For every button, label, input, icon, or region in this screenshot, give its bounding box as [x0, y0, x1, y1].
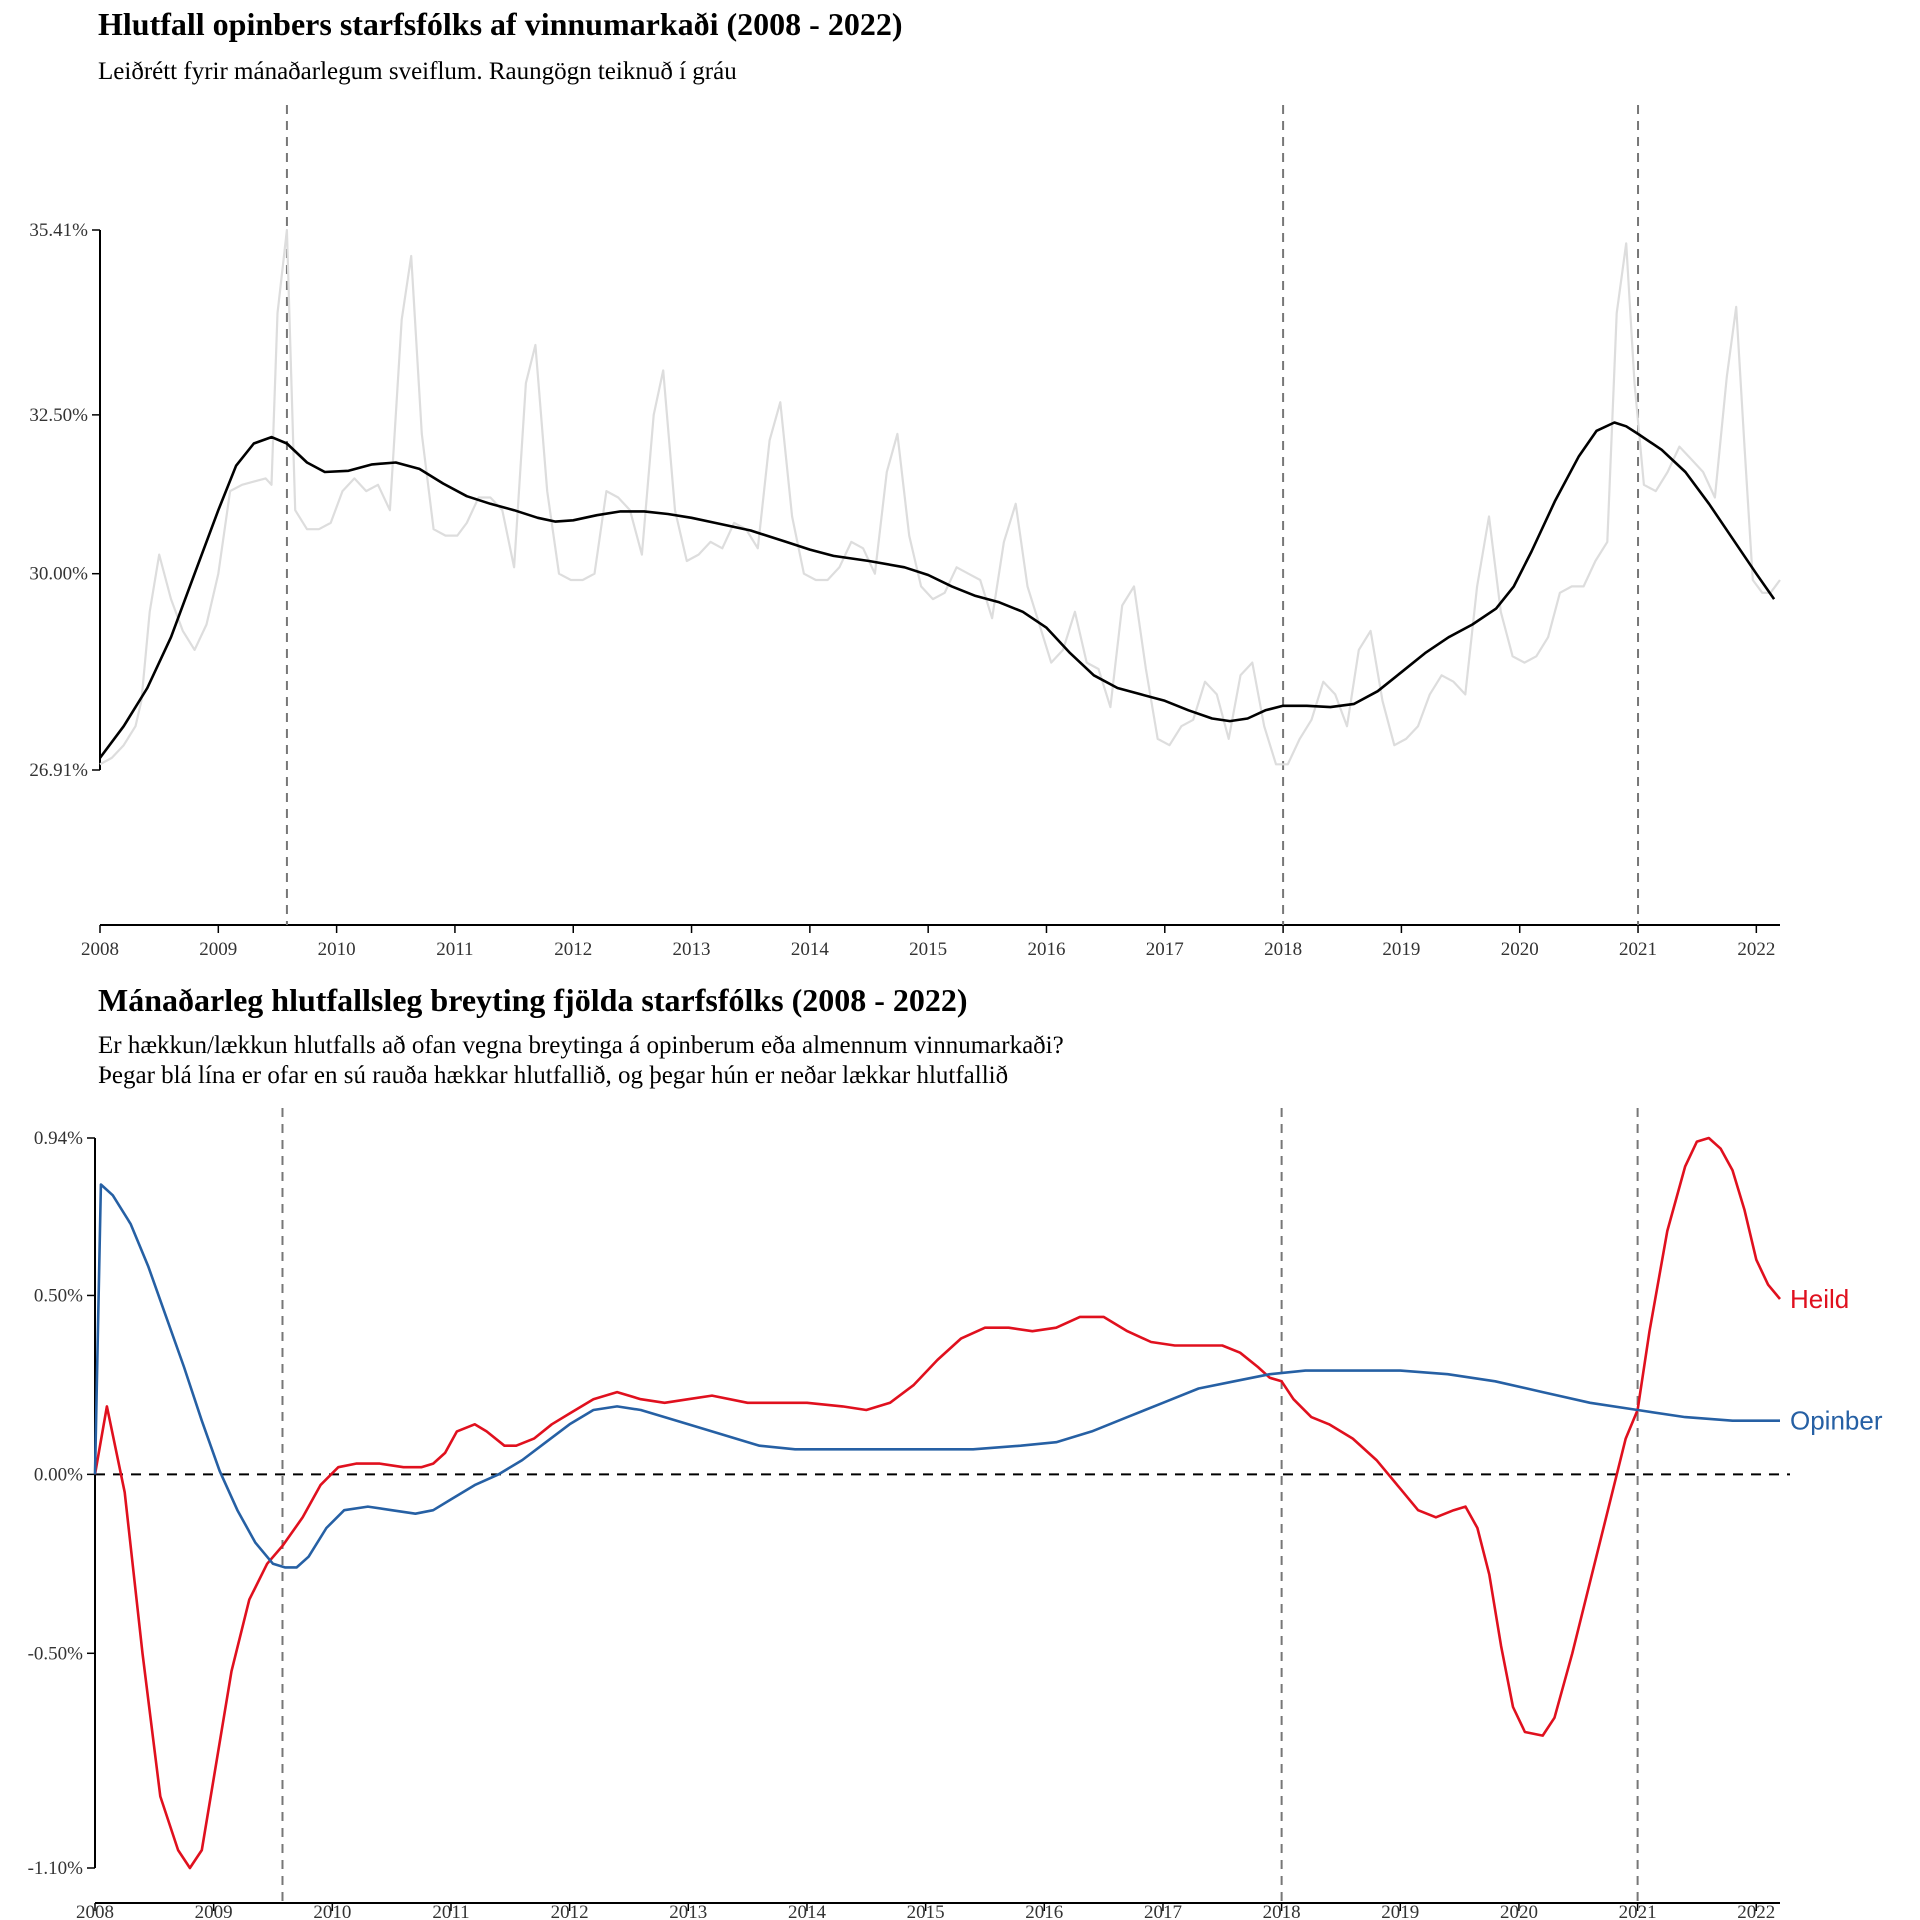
chart2-subtitle-line-2: Þegar blá lína er ofar en sú rauða hækka… — [98, 1062, 1009, 1089]
chart2-y-tick-label: 0.00% — [34, 1464, 83, 1485]
chart2-x-tick-label: 2014 — [788, 1902, 827, 1920]
chart1-x-tick-label: 2012 — [554, 939, 592, 960]
chart2-y-tick-label: -0.50% — [28, 1643, 84, 1664]
chart1-x-tick-label: 2014 — [791, 939, 830, 960]
chart1-series-raw-line — [99, 228, 1781, 766]
chart1-x-tick-label: 2021 — [1619, 939, 1657, 960]
chart1-x-tick-label: 2008 — [81, 939, 119, 960]
chart2-x-tick-label: 2022 — [1737, 1902, 1775, 1920]
chart1-title: Hlutfall opinbers starfsfólks af vinnuma… — [98, 6, 903, 42]
chart2-y-tick-label: 0.50% — [34, 1285, 83, 1306]
chart1-y-tick-label: 32.50% — [29, 405, 88, 426]
chart2-x-tick-label: 2017 — [1144, 1902, 1182, 1920]
chart2-y-tick-label: 0.94% — [34, 1128, 83, 1149]
chart1-x-tick-label: 2020 — [1501, 939, 1539, 960]
chart1-y-tick-label: 35.41% — [29, 220, 88, 241]
chart1-x-tick-label: 2018 — [1264, 939, 1302, 960]
chart2-x-tick-label: 2010 — [313, 1902, 351, 1920]
chart2-x-tick-label: 2015 — [907, 1902, 945, 1920]
chart2-series-label-opinber: Opinber — [1790, 1406, 1883, 1436]
chart2-x-tick-label: 2013 — [669, 1902, 707, 1920]
chart1-plot: 2008 2009 2010 2011 2012 2013 2014 2015 2016 2017… — [29, 105, 1781, 960]
chart1-y-tick-label: 26.91% — [29, 760, 88, 781]
chart2-x-tick-label: 2012 — [551, 1902, 589, 1920]
chart2-x-tick-label: 2008 — [76, 1902, 114, 1920]
chart2-x-tick-label: 2021 — [1619, 1902, 1657, 1920]
chart1-x-tick-label: 2015 — [909, 939, 947, 960]
chart1-x-tick-label: 2016 — [1027, 939, 1065, 960]
chart2-plot: 2008 2009 2010 2011 2012 2013 2014 2015 2016 2017… — [28, 1108, 1883, 1920]
chart2-y-tick-label: -1.10% — [28, 1858, 84, 1879]
chart2-x-tick-label: 2020 — [1500, 1902, 1538, 1920]
chart2-x-tick-label: 2016 — [1025, 1902, 1063, 1920]
chart1-x-tick-label: 2013 — [673, 939, 711, 960]
chart2-x-tick-label: 2009 — [195, 1902, 233, 1920]
chart1-x-tick-label: 2017 — [1146, 939, 1184, 960]
chart1-x-tick-label: 2022 — [1737, 939, 1775, 960]
chart1-y-tick-label: 30.00% — [29, 564, 88, 585]
chart2-x-tick-label: 2018 — [1263, 1902, 1301, 1920]
chart1-x-tick-label: 2009 — [199, 939, 237, 960]
chart2-series-heild-line — [93, 1136, 1781, 1870]
chart2-series-label-heild: Heild — [1790, 1284, 1849, 1314]
chart1-x-tick-label: 2011 — [436, 939, 473, 960]
chart2-x-tick-label: 2019 — [1381, 1902, 1419, 1920]
chart1-x-tick-label: 2019 — [1382, 939, 1420, 960]
chart2-x-tick-label: 2011 — [432, 1902, 469, 1920]
chart2-subtitle-line-1: Er hækkun/lækkun hlutfalls að ofan vegna… — [98, 1032, 1064, 1059]
chart1-x-tick-label: 2010 — [318, 939, 356, 960]
chart2-title: Mánaðarleg hlutfallsleg breyting fjölda … — [98, 982, 968, 1018]
chart2-series-opinber-line — [93, 1183, 1780, 1569]
chart1-series-smoothed-line — [98, 421, 1776, 759]
chart1-subtitle: Leiðrétt fyrir mánaðarlegum sveiflum. Ra… — [98, 58, 737, 85]
